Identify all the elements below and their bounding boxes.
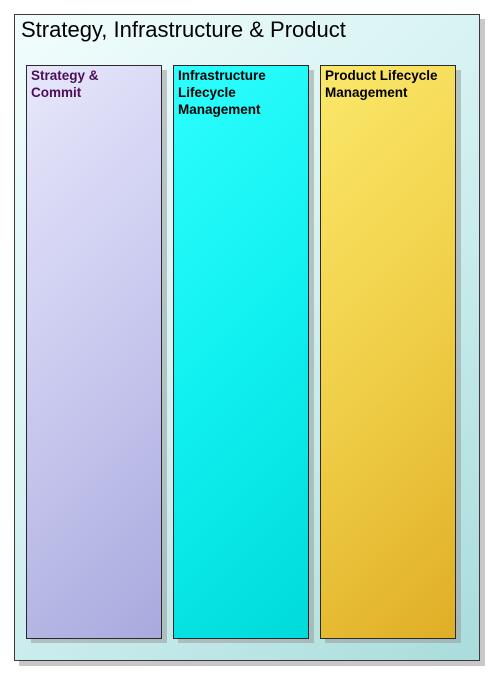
strategy-column: Strategy & Commit <box>26 65 162 639</box>
product-column-label: Product Lifecycle Management <box>325 68 438 100</box>
diagram-title: Strategy, Infrastructure & Product <box>21 17 346 42</box>
infrastructure-column-label: Infrastructure Lifecycle Management <box>178 68 266 117</box>
infrastructure-column: Infrastructure Lifecycle Management <box>173 65 309 639</box>
outer-container: Strategy, Infrastructure & Product Strat… <box>14 14 480 661</box>
strategy-column-label: Strategy & Commit <box>31 68 99 100</box>
product-column: Product Lifecycle Management <box>320 65 456 639</box>
